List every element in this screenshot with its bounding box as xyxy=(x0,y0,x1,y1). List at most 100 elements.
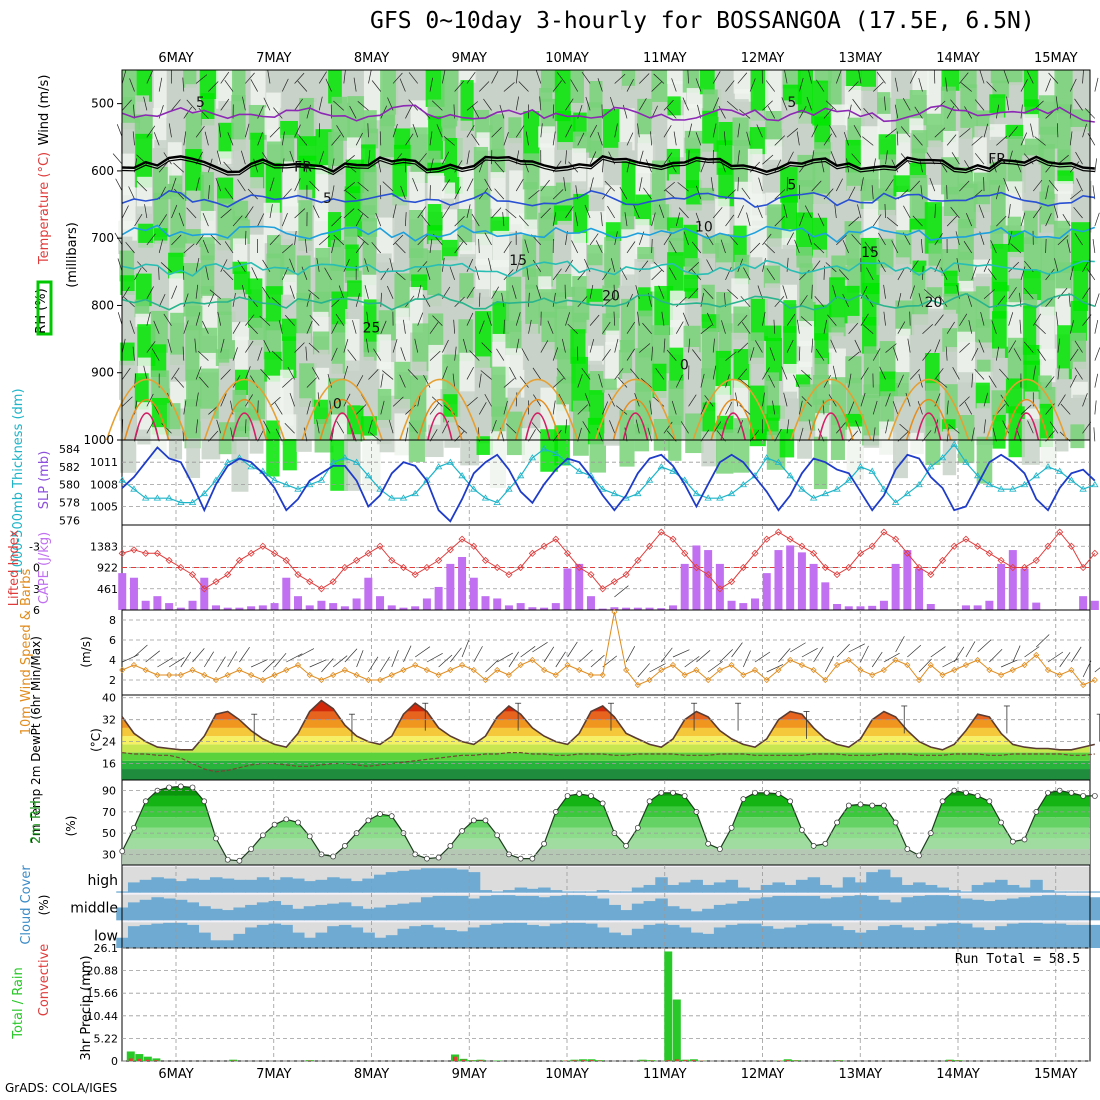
cloud-bar xyxy=(725,903,739,921)
rh-cell xyxy=(814,70,833,84)
rh-cell xyxy=(218,101,234,114)
contour-label: 15 xyxy=(509,253,527,269)
cape-bar xyxy=(657,608,666,610)
wind-barb-10m xyxy=(1059,652,1071,668)
rh-cell xyxy=(344,270,362,283)
rh-cell xyxy=(218,151,234,168)
rh-cell xyxy=(879,209,896,246)
wind-barb xyxy=(721,320,726,334)
rh-cell xyxy=(958,280,974,295)
wind-barb xyxy=(198,107,209,119)
wind-barb-10m xyxy=(953,646,965,663)
cape-bar xyxy=(540,607,549,610)
wind-speed-point xyxy=(517,661,524,669)
thickness-point xyxy=(270,476,279,483)
rh-cell xyxy=(412,323,430,372)
temperature-tick-label: 16 xyxy=(102,758,116,771)
rh-cell xyxy=(586,70,600,84)
rh-cell xyxy=(395,320,411,373)
rh-cell xyxy=(121,320,141,349)
wind-barb-10m xyxy=(297,648,315,658)
thickness-point xyxy=(634,489,642,497)
wind-barb-10m xyxy=(825,655,834,673)
rh-cell xyxy=(200,408,214,422)
isotherm-35 xyxy=(427,412,453,441)
cloud-bar xyxy=(338,902,352,921)
wind-speed-point xyxy=(822,676,829,684)
rh-cell xyxy=(733,349,752,388)
wind-barb xyxy=(478,373,482,388)
wind-barb xyxy=(552,80,563,92)
wind-speed-line xyxy=(122,611,1095,686)
wind-barb xyxy=(375,212,382,227)
wind-barb xyxy=(220,208,232,219)
wind-barb xyxy=(399,78,406,92)
wind-barb xyxy=(528,429,536,442)
wind-speed-point xyxy=(154,671,161,679)
isotherm-25 xyxy=(594,378,677,441)
date-label-top: 7MAY xyxy=(256,51,291,66)
rh-cell xyxy=(796,180,815,196)
thickness-point xyxy=(411,489,419,497)
wind-barb xyxy=(1069,374,1077,388)
wind-barb xyxy=(371,242,382,254)
rh-cell xyxy=(976,436,993,484)
wind-barb xyxy=(987,268,997,281)
cloud-bar xyxy=(280,904,293,921)
rh-cell xyxy=(411,274,428,291)
rh-cell xyxy=(1057,191,1072,229)
rh-cell xyxy=(618,349,633,379)
lifted-index-point xyxy=(364,549,372,557)
wind-barb xyxy=(306,400,311,415)
wind-barb xyxy=(484,393,492,407)
cloud-bar xyxy=(608,904,621,921)
wind-barb xyxy=(519,376,529,388)
wind-barb xyxy=(683,231,689,246)
cloud-bar xyxy=(995,879,1008,893)
lifted-index-point xyxy=(130,546,138,554)
wind-speed-point xyxy=(189,666,196,674)
cloud-bar xyxy=(186,924,200,948)
cloud-bar xyxy=(209,940,223,948)
rh-cell xyxy=(121,70,137,105)
rh-cell xyxy=(522,234,537,277)
rh-cell xyxy=(701,314,720,332)
wind-barb xyxy=(561,338,566,353)
rh-point xyxy=(459,828,465,834)
cloud-bar xyxy=(772,928,785,948)
rh-cell xyxy=(702,110,719,152)
cloud-bar xyxy=(620,891,633,893)
wind-barb-10m xyxy=(321,658,334,673)
rh-cell xyxy=(231,70,246,102)
wind-speed-point xyxy=(705,676,712,684)
wind-barb xyxy=(602,321,611,334)
wind-barb xyxy=(297,80,308,92)
rh-cell xyxy=(795,374,811,387)
rh-point xyxy=(787,798,794,805)
wind-barb xyxy=(707,312,714,326)
wind-barb xyxy=(423,374,431,388)
wind-barb xyxy=(1008,150,1013,165)
date-label-top: 15MAY xyxy=(1034,51,1078,66)
wind-barb xyxy=(431,396,443,407)
rh-cell xyxy=(621,298,635,351)
wind-barb xyxy=(116,124,123,138)
rh-point xyxy=(236,857,243,864)
wind-barb xyxy=(479,81,490,92)
wind-barb xyxy=(471,213,480,227)
wind-barb xyxy=(835,70,842,84)
cloud-bar xyxy=(913,930,926,948)
wind-barb xyxy=(1045,185,1049,200)
wind-barb xyxy=(509,366,517,380)
wind-barb xyxy=(245,419,247,434)
wind-barb xyxy=(658,204,665,219)
wind-barb xyxy=(920,239,923,254)
wind-barb xyxy=(983,419,986,434)
rh-point xyxy=(541,840,547,847)
cloud-bar xyxy=(795,924,809,948)
wind-barb xyxy=(318,71,327,84)
rh-cell xyxy=(313,70,328,111)
cloud-bar xyxy=(631,928,645,948)
wind-barb-10m xyxy=(543,646,555,663)
cloud-bar xyxy=(690,911,703,921)
